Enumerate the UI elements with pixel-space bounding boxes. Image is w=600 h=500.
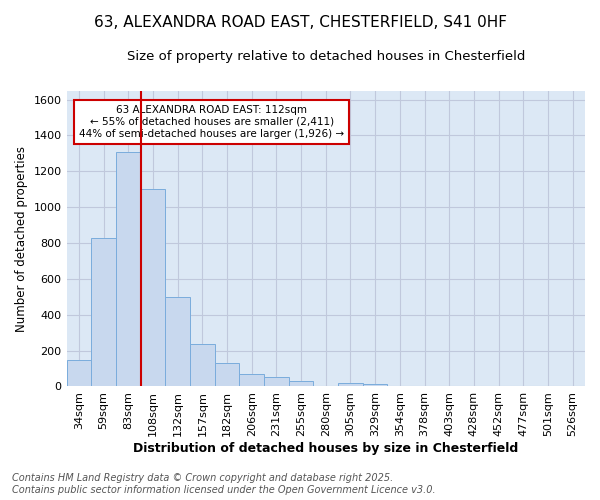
Bar [264,378,289,386]
Bar [67,360,91,386]
Bar [239,374,264,386]
Title: Size of property relative to detached houses in Chesterfield: Size of property relative to detached ho… [127,50,525,63]
Bar [363,384,388,386]
Text: Contains HM Land Registry data © Crown copyright and database right 2025.
Contai: Contains HM Land Registry data © Crown c… [12,474,436,495]
Bar [91,238,116,386]
Text: 63, ALEXANDRA ROAD EAST, CHESTERFIELD, S41 0HF: 63, ALEXANDRA ROAD EAST, CHESTERFIELD, S… [94,15,506,30]
Text: 63 ALEXANDRA ROAD EAST: 112sqm
← 55% of detached houses are smaller (2,411)
44% : 63 ALEXANDRA ROAD EAST: 112sqm ← 55% of … [79,106,344,138]
Bar [215,363,239,386]
Y-axis label: Number of detached properties: Number of detached properties [15,146,28,332]
X-axis label: Distribution of detached houses by size in Chesterfield: Distribution of detached houses by size … [133,442,518,455]
Bar [190,344,215,387]
Bar [338,383,363,386]
Bar [116,152,140,386]
Bar [289,381,313,386]
Bar [165,297,190,386]
Bar [140,189,165,386]
